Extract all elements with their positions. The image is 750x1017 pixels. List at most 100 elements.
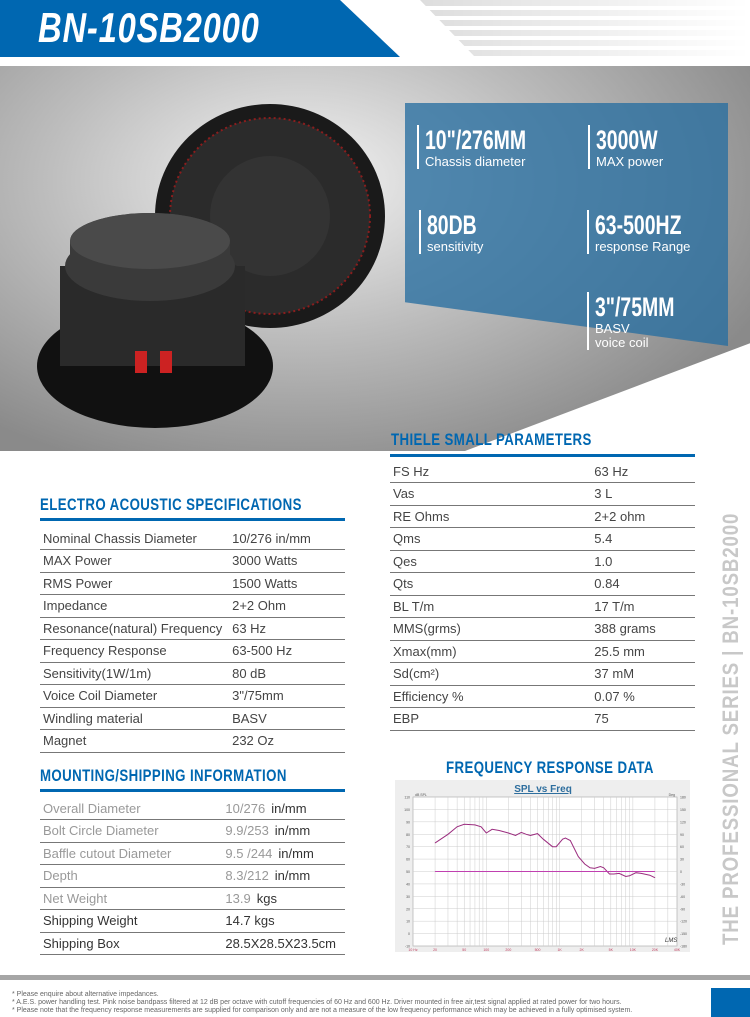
unit: kgs — [256, 890, 277, 906]
electro-heading: ELECTRO ACOUSTIC SPECIFICATIONS — [40, 495, 302, 514]
table-row: Frequency Response 63-500 Hz — [40, 639, 345, 663]
param-label: Voice Coil Diameter — [40, 684, 230, 708]
param-label: EBP — [390, 707, 592, 731]
brand-block — [711, 988, 750, 1017]
table-row: Qes 1.0 — [390, 550, 695, 573]
chart-title: SPL vs Freq — [514, 784, 572, 795]
data-point — [537, 833, 538, 834]
table-row: MAX Power 3000 Watts — [40, 549, 345, 573]
x-tick-label: 20 — [433, 948, 437, 952]
data-point — [565, 837, 566, 839]
param-label: Resonance(natural) Frequency — [40, 617, 230, 640]
param-label: Shipping Box — [40, 932, 223, 955]
stat-power: 3000W MAX power — [588, 125, 682, 169]
data-point — [530, 835, 531, 836]
stat-response: 63-500HZ response Range — [587, 210, 715, 254]
data-point — [463, 824, 465, 825]
data-point — [434, 871, 436, 872]
y2-tick-label: 60 — [680, 845, 684, 849]
table-row: Vas 3 L — [390, 482, 695, 506]
data-point — [600, 866, 601, 867]
y2-tick-label: 180 — [680, 796, 686, 800]
data-point — [569, 840, 571, 841]
table-row: Net Weight 13.9 kgs — [40, 887, 345, 910]
y-axis-label: dB SPL — [415, 793, 427, 797]
y2-tick-label: 30 — [680, 858, 684, 862]
value: 8.3/212 — [225, 868, 269, 884]
table-row: RMS Power 1500 Watts — [40, 572, 345, 595]
spl-curve — [434, 823, 656, 879]
param-value: 63 Hz — [229, 617, 345, 640]
table-row: BL T/m 17 T/m — [390, 595, 695, 618]
stat-chassis: 10"/276MM Chassis diameter — [417, 125, 565, 169]
param-label: Sd(cm²) — [390, 662, 592, 686]
table-row: Overall Diameter 10/276 in/mm — [40, 797, 345, 820]
unit: in/mm — [274, 868, 311, 884]
y2-tick-label: -30 — [680, 882, 685, 886]
param-label: Nominal Chassis Diameter — [40, 527, 230, 550]
table-row: Windling material BASV — [40, 707, 345, 730]
param-value: 8.3/212 in/mm — [222, 864, 345, 888]
param-value: 1500 Watts — [229, 572, 345, 595]
x-tick-label: 10K — [630, 948, 637, 952]
y2-tick-label: -90 — [680, 907, 685, 911]
data-point — [525, 833, 527, 835]
y2-tick-label: 120 — [680, 820, 686, 824]
x-tick-label: 1K — [557, 948, 562, 952]
y-tick-label: 0 — [408, 932, 410, 936]
param-value: 17 T/m — [591, 595, 695, 618]
x-tick-label: 5K — [609, 948, 614, 952]
param-label: Baffle cutout Diameter — [40, 842, 223, 865]
value: 14.7 kgs — [225, 913, 275, 929]
param-label: Impedance — [40, 594, 230, 618]
data-point — [640, 873, 642, 874]
data-point — [613, 873, 615, 875]
footnote: * Please enquire about alternative imped… — [12, 991, 159, 998]
param-label: RE Ohms — [390, 505, 592, 528]
data-point — [577, 856, 579, 857]
data-point — [508, 832, 509, 834]
highlights-panel — [405, 103, 728, 346]
param-value: 63 Hz — [591, 460, 695, 483]
y-tick-label: 20 — [406, 907, 410, 911]
data-point — [474, 824, 476, 826]
param-label: Overall Diameter — [40, 797, 223, 820]
param-value: 63-500 Hz — [229, 639, 345, 663]
y2-tick-label: -60 — [680, 895, 685, 899]
data-point — [543, 838, 544, 840]
data-point — [485, 832, 487, 834]
y2-tick-label: -180 — [680, 945, 687, 949]
data-point — [456, 826, 458, 828]
table-row: Voice Coil Diameter 3"/75mm — [40, 684, 345, 708]
table-row: MMS(grms) 388 grams — [390, 617, 695, 641]
mounting-heading: MOUNTING/SHIPPING INFORMATION — [40, 766, 287, 785]
stat-sensitivity: 80DB sensitivity — [419, 210, 496, 254]
param-value: 2+2 ohm — [591, 505, 695, 528]
param-label: Depth — [40, 864, 223, 888]
y2-tick-label: 90 — [680, 833, 684, 837]
param-value: 0.07 % — [591, 685, 695, 708]
param-label: Frequency Response — [40, 639, 230, 663]
x-tick-label: 100 — [483, 948, 489, 952]
param-value: 3000 Watts — [229, 549, 345, 573]
side-series-text: THE PROFESSIONAL SERIES | BN-10SB2000 — [718, 512, 743, 945]
param-label: Net Weight — [40, 887, 223, 910]
param-value: BASV — [229, 707, 345, 730]
divider — [40, 789, 345, 792]
data-point — [618, 873, 620, 874]
data-point — [635, 872, 637, 874]
y2-tick-label: 0 — [680, 870, 682, 874]
table-row: Resonance(natural) Frequency 63 Hz — [40, 617, 345, 640]
table-row: Depth 8.3/212 in/mm — [40, 864, 345, 888]
param-label: BL T/m — [390, 595, 592, 618]
data-point — [498, 830, 500, 831]
thiele-heading: THIELE SMALL PARAMETERS — [391, 430, 592, 449]
data-point — [434, 842, 436, 844]
param-value: 3"/75mm — [229, 684, 345, 708]
param-value: 14.7 kgs — [222, 909, 345, 933]
data-point — [594, 868, 595, 869]
y2-tick-label: 150 — [680, 808, 686, 812]
table-row: Qms 5.4 — [390, 527, 695, 551]
x-tick-label: 20K — [652, 948, 659, 952]
param-label: Qms — [390, 527, 592, 551]
